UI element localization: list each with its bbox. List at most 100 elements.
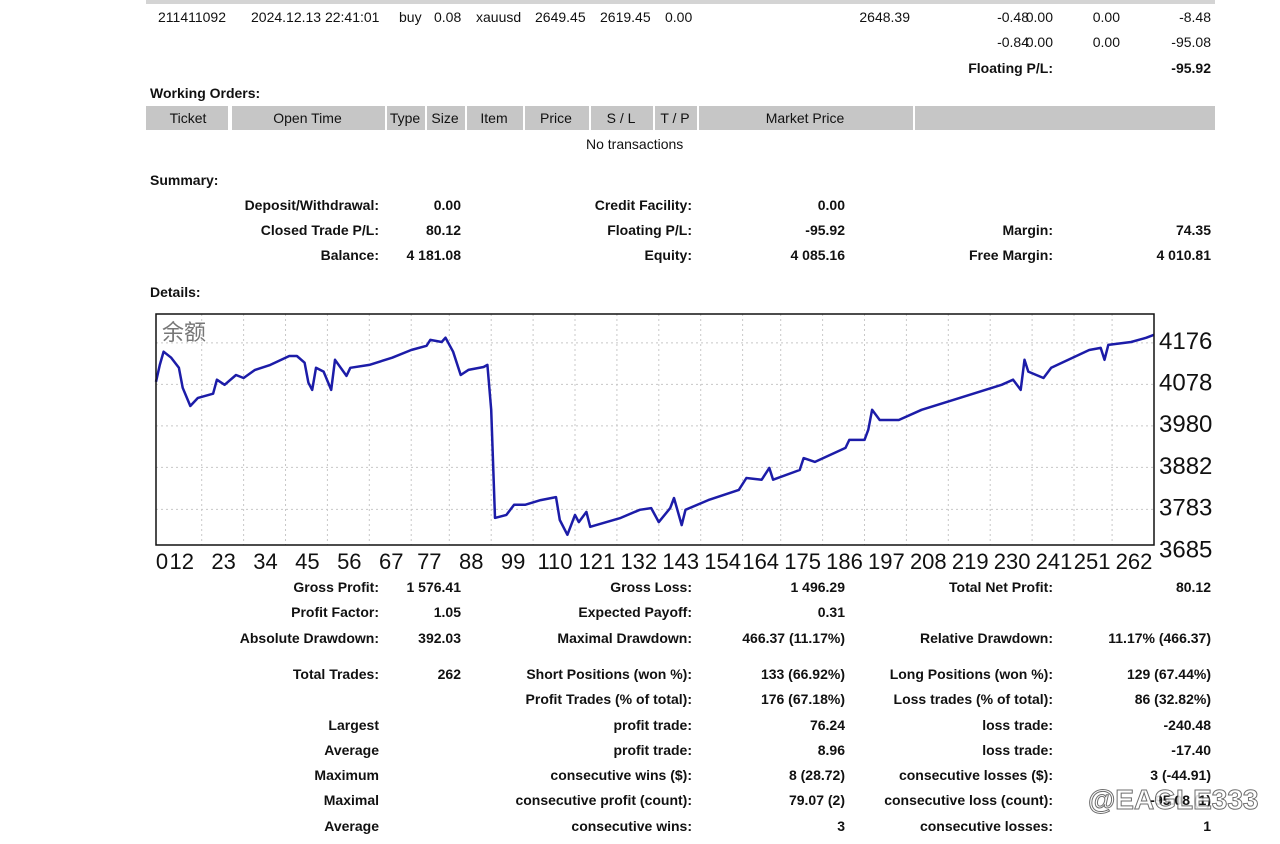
total-cell: -0.84 <box>997 34 1029 50</box>
stat-label: Profit Trades (% of total): <box>525 691 692 707</box>
stat-label: consecutive wins: <box>571 818 692 834</box>
stat-value: 76.24 <box>809 717 845 733</box>
floating-value: -95.92 <box>1171 60 1211 76</box>
trade-cell: -0.48 <box>997 9 1029 25</box>
stat-value: 1.05 <box>433 604 461 620</box>
x-tick-label: 45 <box>295 549 319 572</box>
stat-label: Floating P/L: <box>607 222 692 238</box>
trade-cell: buy <box>399 9 422 25</box>
x-tick-label: 121 <box>579 549 616 572</box>
trade-cell: 0.00 <box>1092 9 1120 25</box>
stat-value: 4 085.16 <box>790 247 846 263</box>
stat-label: Largest <box>328 717 379 733</box>
x-tick-label: 262 <box>1116 549 1153 572</box>
trade-cell: 211411092 <box>158 9 226 25</box>
stat-label: Total Trades: <box>292 666 379 682</box>
y-tick-label: 3685 <box>1159 536 1212 563</box>
x-tick-label: 197 <box>868 549 905 572</box>
stat-value: 8.96 <box>817 742 845 758</box>
floating-label: Floating P/L: <box>968 60 1053 76</box>
header-cell-bg <box>467 106 523 130</box>
stat-value: 74.35 <box>1175 222 1211 238</box>
stat-value: -95.92 <box>805 222 845 238</box>
total-cell: 0.00 <box>1092 34 1120 50</box>
stat-value: 86 (32.82%) <box>1134 691 1211 707</box>
stat-value: 8 (28.72) <box>788 767 845 783</box>
x-tick-label: 77 <box>417 549 441 572</box>
balance-line <box>154 333 1155 537</box>
x-tick-label: 164 <box>742 549 779 572</box>
header-cell: Type <box>389 110 421 126</box>
x-tick-label: 143 <box>662 549 699 572</box>
chart-label: 余额 <box>162 321 206 346</box>
header-cell-bg <box>387 106 425 130</box>
stat-label: consecutive losses ($): <box>898 767 1053 783</box>
stat-value: -17.40 <box>1171 742 1211 758</box>
header-cell-bg <box>699 106 913 130</box>
stat-label: Average <box>324 818 379 834</box>
stat-label: Maximal <box>323 792 379 808</box>
y-tick-label: 3882 <box>1159 453 1212 480</box>
stat-value: -95.08 (1) <box>1150 792 1211 808</box>
header-cell: Size <box>431 110 459 126</box>
header-cell-bg <box>232 106 385 130</box>
y-tick-label: 3980 <box>1159 411 1212 438</box>
stat-label: Balance: <box>320 247 379 263</box>
stat-label: Profit Factor: <box>291 604 379 620</box>
section-title: Working Orders: <box>150 85 261 101</box>
stat-value: 3 <box>837 818 845 834</box>
x-tick-label: 154 <box>704 549 741 572</box>
stat-label: Margin: <box>1002 222 1053 238</box>
stat-label: Absolute Drawdown: <box>239 630 379 646</box>
header-cell: Ticket <box>169 110 207 126</box>
stat-label: Maximal Drawdown: <box>557 630 692 646</box>
x-tick-label: 56 <box>337 549 361 572</box>
header-cell-bg <box>915 106 1215 130</box>
stat-value: 1 496.29 <box>790 579 846 595</box>
stat-label: Loss trades (% of total): <box>893 691 1053 707</box>
trade-cell: 0.00 <box>1025 9 1053 25</box>
header-cell: S / L <box>606 110 636 126</box>
y-tick-label: 4176 <box>1159 328 1212 355</box>
stat-label: Equity: <box>644 247 692 263</box>
stat-label: Long Positions (won %): <box>889 666 1053 682</box>
trade-cell: 0.00 <box>665 9 693 25</box>
stat-label: Expected Payoff: <box>578 604 692 620</box>
stat-value: 80.12 <box>1175 579 1211 595</box>
stat-label: consecutive profit (count): <box>515 792 692 808</box>
x-tick-label: 23 <box>211 549 235 572</box>
stat-label: profit trade: <box>613 717 692 733</box>
stat-label: Total Net Profit: <box>949 579 1053 595</box>
stat-label: loss trade: <box>982 742 1053 758</box>
stat-value: 0.00 <box>817 197 845 213</box>
watermark: @EAGLE333 <box>1087 784 1259 816</box>
stat-label: Deposit/Withdrawal: <box>244 197 379 213</box>
balance-chart: 余额 3685 3783 3882 3980 4078 4176 0 12 23 34 45 56 67… <box>154 313 1212 572</box>
stat-label: consecutive wins ($): <box>550 767 692 783</box>
stat-value: 0.00 <box>433 197 461 213</box>
stat-label: Gross Loss: <box>610 579 692 595</box>
section-title: Details: <box>150 284 201 300</box>
stat-value: 0.31 <box>817 604 845 620</box>
header-cell: Price <box>540 110 572 126</box>
trade-cell: -8.48 <box>1179 9 1211 25</box>
stat-value: -240.48 <box>1163 717 1211 733</box>
stat-value: 1 <box>1203 818 1211 834</box>
x-tick-label: 230 <box>994 549 1031 572</box>
trade-cell: 2649.45 <box>535 9 586 25</box>
y-tick-label: 3783 <box>1159 495 1212 522</box>
header-cell-bg <box>146 106 228 130</box>
stat-label: Short Positions (won %): <box>526 666 692 682</box>
stat-value: 79.07 (2) <box>788 792 845 808</box>
stat-value: 262 <box>437 666 461 682</box>
x-tick-label: 12 <box>169 549 193 572</box>
plot-frame <box>155 313 1155 546</box>
stat-label: Closed Trade P/L: <box>260 222 379 238</box>
header-cell: Open Time <box>273 110 342 126</box>
x-tick-label: 0 <box>156 549 168 572</box>
x-tick-label: 175 <box>784 549 821 572</box>
stat-label: consecutive losses: <box>919 818 1053 834</box>
y-tick-label: 4078 <box>1159 370 1212 397</box>
trade-cell: 2024.12.13 22:41:01 <box>251 9 380 25</box>
x-tick-label: 132 <box>620 549 657 572</box>
